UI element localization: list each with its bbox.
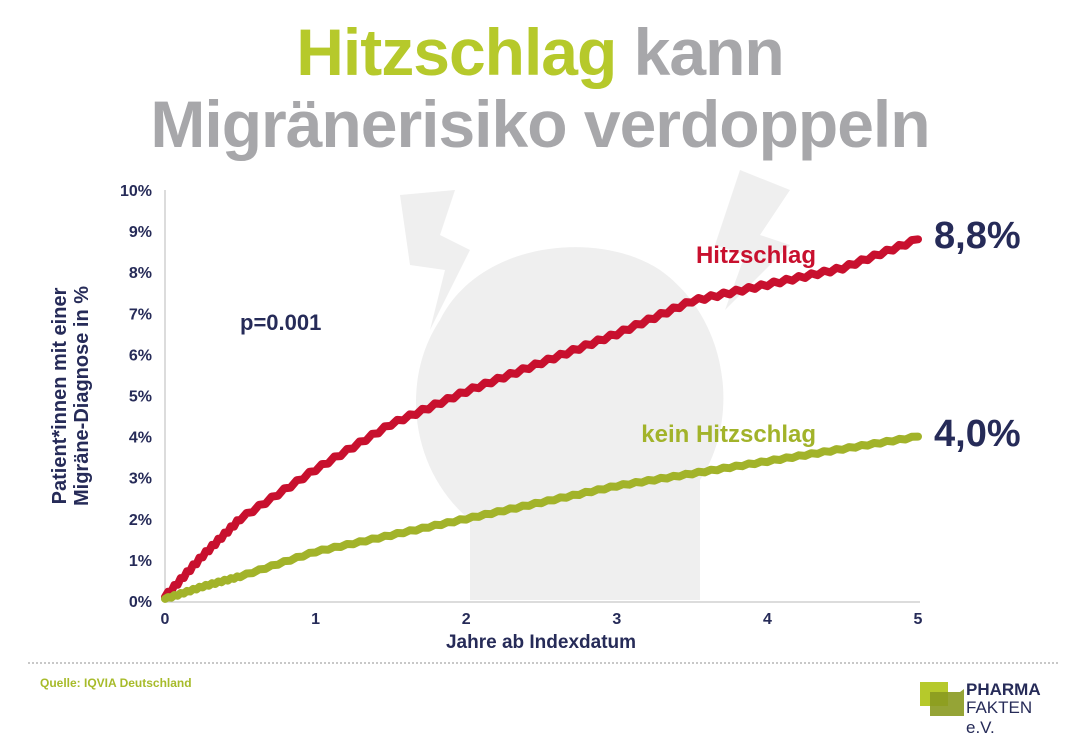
y-axis-label-line-1: Patient*innen mit einer xyxy=(49,287,71,504)
y-tick-label: 7% xyxy=(129,306,152,323)
y-tick-label: 6% xyxy=(129,347,152,364)
y-tick-label: 4% xyxy=(129,430,152,447)
x-tick-label: 1 xyxy=(311,611,320,628)
y-tick-label: 10% xyxy=(120,183,152,200)
y-axis-label: Patient*innen mit einer Migräne-Diagnose… xyxy=(49,286,93,506)
y-tick-label: 0% xyxy=(129,594,152,611)
end-label-hitzschlag: 8,8% xyxy=(934,215,1021,257)
y-tick-label: 1% xyxy=(129,553,152,570)
pharma-fakten-logo: PHARMA FAKTEN e.V. xyxy=(920,680,1060,737)
title-rest: kann xyxy=(616,15,785,89)
series-line-kein-hitzschlag xyxy=(161,432,922,603)
logo-line-1: PHARMA xyxy=(966,680,1041,699)
logo-line-2: FAKTEN e.V. xyxy=(966,698,1033,737)
source-note: Quelle: IQVIA Deutschland xyxy=(40,676,192,690)
x-tick-label: 4 xyxy=(763,611,772,628)
y-tick-label: 5% xyxy=(129,389,152,406)
x-tick-label: 2 xyxy=(462,611,471,628)
x-tick-label: 0 xyxy=(161,611,170,628)
y-tick-label: 9% xyxy=(129,224,152,241)
series-label-kein-hitzschlag: kein Hitzschlag xyxy=(641,421,816,448)
title-line-1: Hitzschlag kann xyxy=(0,14,1080,90)
chart: 0% 1% 2% 3% 4% 5% 6% 7% 8% 9% 10% 0 1 2 3 4 5 p=0.001 H… xyxy=(49,170,1021,653)
background-head-illustration xyxy=(400,170,790,600)
x-axis-label: Jahre ab Indexdatum xyxy=(446,632,636,653)
x-tick-label: 5 xyxy=(914,611,923,628)
series-line-hitzschlag xyxy=(161,235,922,601)
divider xyxy=(28,662,1058,664)
title-line-2: Migränerisiko verdoppeln xyxy=(150,87,930,161)
title-highlight: Hitzschlag xyxy=(296,15,617,89)
y-tick-label: 2% xyxy=(129,512,152,529)
y-tick-label: 8% xyxy=(129,265,152,282)
p-value-annotation: p=0.001 xyxy=(240,310,321,335)
y-tick-label: 3% xyxy=(129,471,152,488)
x-tick-label: 3 xyxy=(612,611,621,628)
end-label-kein-hitzschlag: 4,0% xyxy=(934,413,1021,455)
y-axis-label-line-2: Migräne-Diagnose in % xyxy=(71,286,93,506)
series-label-hitzschlag: Hitzschlag xyxy=(696,242,816,269)
speech-bubbles-icon xyxy=(920,682,964,716)
